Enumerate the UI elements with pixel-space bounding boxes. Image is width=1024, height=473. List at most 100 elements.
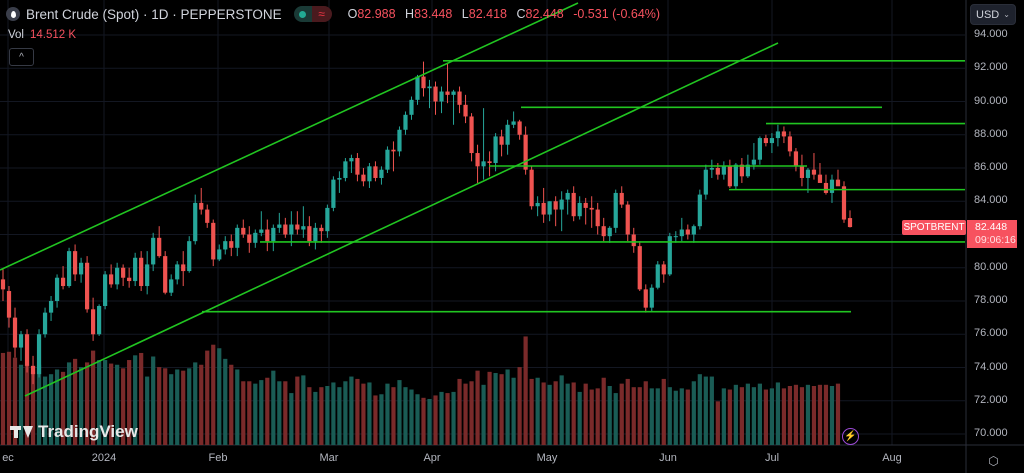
symbol-legend: Brent Crude (Spot) · 1D · PEPPERSTONE ≈ … xyxy=(6,6,666,22)
candle xyxy=(12,317,18,348)
candle xyxy=(121,267,126,278)
candle xyxy=(289,224,294,235)
candle xyxy=(379,169,384,178)
candle xyxy=(205,209,210,223)
candle xyxy=(697,194,702,227)
last-price-value: 82.448 xyxy=(975,221,1008,233)
candle xyxy=(571,192,576,217)
candle xyxy=(643,289,648,308)
candle xyxy=(133,257,138,282)
candle xyxy=(283,224,288,235)
candle xyxy=(553,201,558,210)
candle xyxy=(385,149,390,170)
candle xyxy=(463,104,468,117)
volume-label: Vol xyxy=(8,29,24,41)
price-axis-label: 90.000 xyxy=(974,94,1008,107)
low-key: L xyxy=(461,7,469,21)
currency-label: USD xyxy=(976,8,1000,21)
candle xyxy=(247,234,252,243)
high-value: 83.448 xyxy=(414,7,453,21)
change-value: -0.531 (-0.64%) xyxy=(573,7,661,21)
candle xyxy=(547,201,552,215)
candle xyxy=(295,224,300,230)
candle xyxy=(451,91,456,95)
candle xyxy=(517,121,522,135)
settings-gear-icon[interactable]: ⬡ xyxy=(988,453,999,468)
candle xyxy=(691,226,696,235)
symbol-title[interactable]: Brent Crude (Spot) · 1D · PEPPERSTONE xyxy=(26,6,282,22)
candle xyxy=(541,202,546,215)
candle xyxy=(0,279,6,290)
candle xyxy=(36,334,42,375)
collapse-legend-button[interactable]: ^ xyxy=(9,48,34,66)
candle xyxy=(703,169,708,195)
price-axis-label: 78.000 xyxy=(974,294,1008,306)
candle xyxy=(223,241,228,250)
candle xyxy=(481,161,486,167)
price-axis-label: 88.000 xyxy=(974,127,1008,140)
candle xyxy=(511,121,516,125)
open-key: O xyxy=(347,7,358,21)
candle xyxy=(139,257,144,287)
lightning-bolt-icon[interactable]: ⚡ xyxy=(842,428,859,445)
candle xyxy=(157,237,162,257)
currency-selector[interactable]: USD ⌄ xyxy=(970,4,1016,25)
close-value: 82.448 xyxy=(525,7,564,21)
candle xyxy=(655,264,660,288)
candle xyxy=(559,199,564,210)
candle xyxy=(805,169,811,178)
candle xyxy=(475,153,480,167)
candle xyxy=(679,229,684,237)
market-status-pill[interactable]: ≈ xyxy=(293,6,332,22)
candle xyxy=(163,256,168,293)
candle xyxy=(439,91,444,102)
candle xyxy=(253,232,258,243)
tradingview-mark-icon xyxy=(10,426,34,438)
candle xyxy=(361,174,366,182)
candle xyxy=(565,192,570,200)
candle xyxy=(811,169,817,175)
trendline-drawing[interactable] xyxy=(0,2,579,271)
candle xyxy=(6,291,12,318)
price-axis-label: 70.000 xyxy=(974,427,1008,439)
candle xyxy=(169,279,174,293)
candle xyxy=(307,226,312,242)
time-axis-label: Apr xyxy=(423,452,441,464)
candle xyxy=(409,99,414,115)
candle xyxy=(193,202,198,242)
candle xyxy=(817,174,823,183)
candle xyxy=(661,264,666,275)
candle xyxy=(54,277,60,301)
time-axis-label: Feb xyxy=(208,452,228,464)
trendline-drawing[interactable] xyxy=(24,42,779,397)
price-axis-label: 86.000 xyxy=(974,161,1008,173)
candle xyxy=(727,166,732,187)
candle xyxy=(313,227,318,242)
price-axis-label: 74.000 xyxy=(974,360,1008,373)
candle xyxy=(373,166,378,178)
candle xyxy=(769,138,775,144)
price-axis-label: 84.000 xyxy=(974,194,1008,207)
candle xyxy=(721,166,726,175)
candle xyxy=(91,309,96,335)
candle xyxy=(601,226,606,237)
candle xyxy=(337,177,342,180)
candle xyxy=(325,207,330,232)
candle xyxy=(457,91,462,105)
price-axis-label: 72.000 xyxy=(974,393,1008,406)
low-value: 82.418 xyxy=(468,7,507,21)
candle xyxy=(433,86,438,102)
candle xyxy=(427,86,432,89)
candle xyxy=(745,164,750,177)
candle xyxy=(685,229,690,235)
candle xyxy=(127,277,132,282)
candle xyxy=(217,249,222,260)
market-open-dot-icon xyxy=(299,10,307,18)
time-axis-label: Mar xyxy=(319,452,339,464)
candle xyxy=(403,114,408,130)
candle xyxy=(487,161,492,164)
candle xyxy=(60,277,66,287)
tradingview-logo[interactable]: TradingView xyxy=(10,422,138,442)
candle xyxy=(631,234,636,247)
